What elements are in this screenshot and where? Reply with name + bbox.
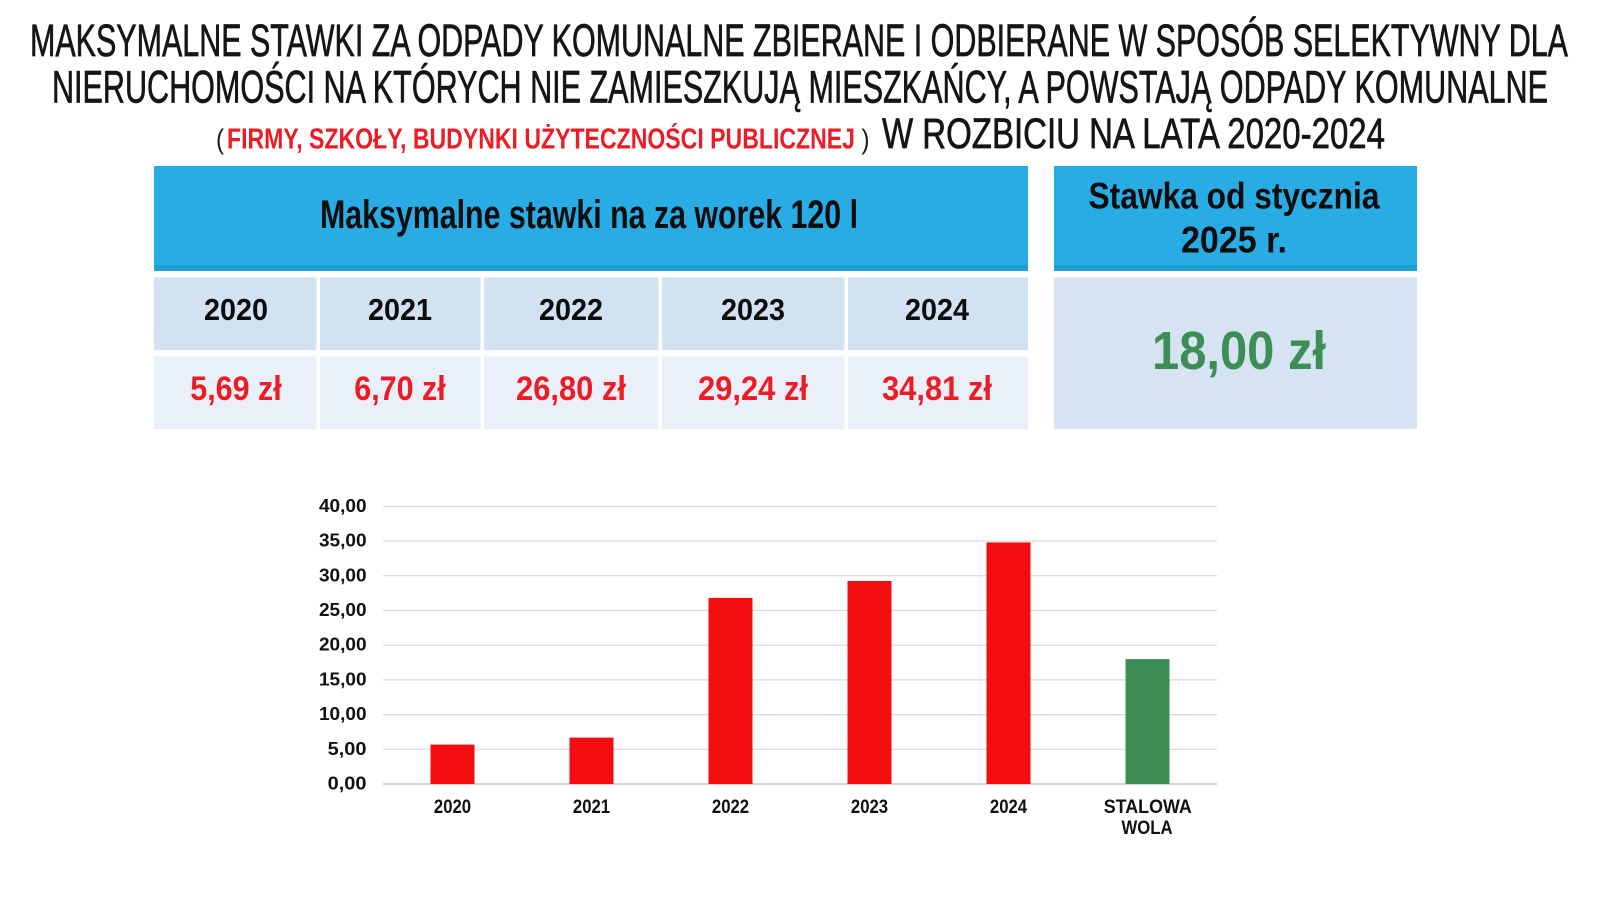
svg-text:2023: 2023 <box>721 293 785 327</box>
svg-text:W ROZBICIU NA LATA 2020-2024: W ROZBICIU NA LATA 2020-2024 <box>882 111 1385 158</box>
svg-text:2020: 2020 <box>204 293 268 327</box>
svg-text:15,00: 15,00 <box>319 669 367 690</box>
svg-text:(: ( <box>216 124 224 155</box>
svg-text:26,80 zł: 26,80 zł <box>516 370 626 408</box>
svg-text:30,00: 30,00 <box>319 564 367 585</box>
svg-text:5,69 zł: 5,69 zł <box>190 370 282 408</box>
svg-text:20,00: 20,00 <box>319 634 367 655</box>
svg-text:35,00: 35,00 <box>319 530 367 551</box>
svg-text:2021: 2021 <box>573 796 610 818</box>
svg-text:29,24 zł: 29,24 zł <box>698 370 808 408</box>
svg-text:WOLA: WOLA <box>1122 817 1173 839</box>
svg-text:2022: 2022 <box>712 796 749 818</box>
svg-text:18,00 zł: 18,00 zł <box>1152 322 1326 381</box>
svg-text:34,81 zł: 34,81 zł <box>882 370 992 408</box>
svg-text:6,70 zł: 6,70 zł <box>354 370 446 408</box>
svg-text:NIERUCHOMOŚCI NA KTÓRYCH NIE Z: NIERUCHOMOŚCI NA KTÓRYCH NIE ZAMIESZKUJĄ… <box>52 62 1548 113</box>
svg-text:25,00: 25,00 <box>319 599 367 620</box>
svg-text:2022: 2022 <box>539 293 603 327</box>
svg-text:5,00: 5,00 <box>328 738 367 759</box>
svg-text:2021: 2021 <box>368 293 432 327</box>
svg-text:40,00: 40,00 <box>319 495 367 516</box>
svg-text:2024: 2024 <box>905 293 969 327</box>
svg-text:10,00: 10,00 <box>319 703 367 724</box>
svg-text:2024: 2024 <box>990 796 1027 818</box>
svg-text:2020: 2020 <box>434 796 471 818</box>
svg-text:STALOWA: STALOWA <box>1104 796 1192 818</box>
svg-text:Stawka od stycznia: Stawka od stycznia <box>1089 175 1381 217</box>
svg-text:MAKSYMALNE STAWKI ZA ODPADY KO: MAKSYMALNE STAWKI ZA ODPADY KOMUNALNE ZB… <box>30 15 1568 66</box>
svg-text:2023: 2023 <box>851 796 888 818</box>
svg-text:0,00: 0,00 <box>328 773 367 794</box>
svg-text:): ) <box>862 124 870 155</box>
svg-text:2025 r.: 2025 r. <box>1181 218 1287 260</box>
svg-text:FIRMY, SZKOŁY, BUDYNKI UŻYTECZ: FIRMY, SZKOŁY, BUDYNKI UŻYTECZNOŚCI PUBL… <box>227 122 855 156</box>
svg-text:Maksymalne stawki na za worek: Maksymalne stawki na za worek 120 l <box>320 193 858 237</box>
